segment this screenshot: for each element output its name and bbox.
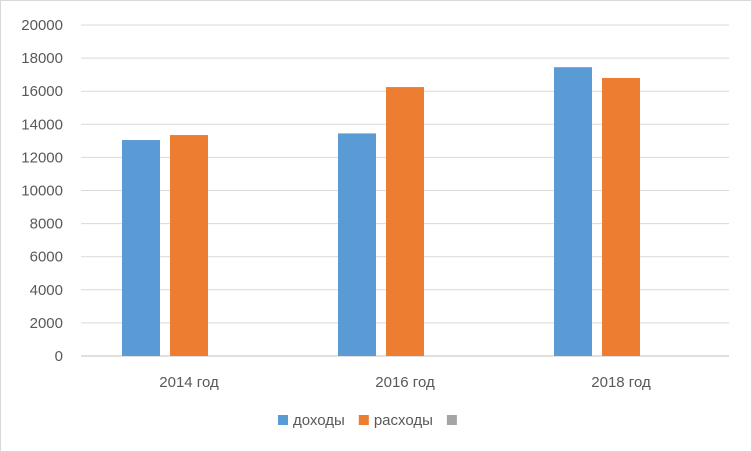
bar-income-0 bbox=[122, 140, 160, 356]
x-axis-categories: 2014 год 2016 год 2018 год bbox=[159, 374, 651, 391]
legend-item: доходы bbox=[278, 412, 345, 429]
bar-expense-1 bbox=[386, 87, 424, 356]
bar-income-1 bbox=[338, 133, 376, 356]
x-category-label: 2018 год bbox=[591, 374, 651, 391]
y-tick-label: 6000 bbox=[30, 249, 63, 266]
y-tick-label: 2000 bbox=[30, 315, 63, 332]
legend-swatch bbox=[358, 415, 369, 425]
bar-expense-2 bbox=[602, 77, 640, 357]
legend-swatch bbox=[446, 415, 457, 425]
y-tick-label: 12000 bbox=[21, 149, 63, 166]
x-category-label: 2016 год bbox=[375, 374, 435, 391]
legend-item bbox=[446, 415, 457, 425]
y-tick-label: 20000 bbox=[21, 17, 63, 34]
y-tick-label: 14000 bbox=[21, 116, 63, 133]
bars bbox=[122, 67, 640, 357]
y-tick-label: 16000 bbox=[21, 83, 63, 100]
legend-label: доходы bbox=[293, 412, 345, 429]
y-tick-label: 18000 bbox=[21, 50, 63, 67]
legend-item: расходы bbox=[358, 412, 433, 429]
y-tick-label: 4000 bbox=[30, 282, 63, 299]
y-tick-label: 8000 bbox=[30, 216, 63, 233]
legend: доходы расходы bbox=[278, 412, 457, 429]
y-axis-ticks: 0 2000 4000 6000 8000 10000 12000 14000 16000 180… bbox=[21, 17, 63, 365]
legend-label: расходы bbox=[374, 412, 433, 429]
y-tick-label: 10000 bbox=[21, 183, 63, 200]
bar-income-2 bbox=[554, 67, 592, 356]
y-tick-label: 0 bbox=[55, 348, 63, 365]
legend-swatch bbox=[278, 415, 288, 425]
x-category-label: 2014 год bbox=[159, 374, 219, 391]
bar-expense-0 bbox=[170, 135, 208, 356]
